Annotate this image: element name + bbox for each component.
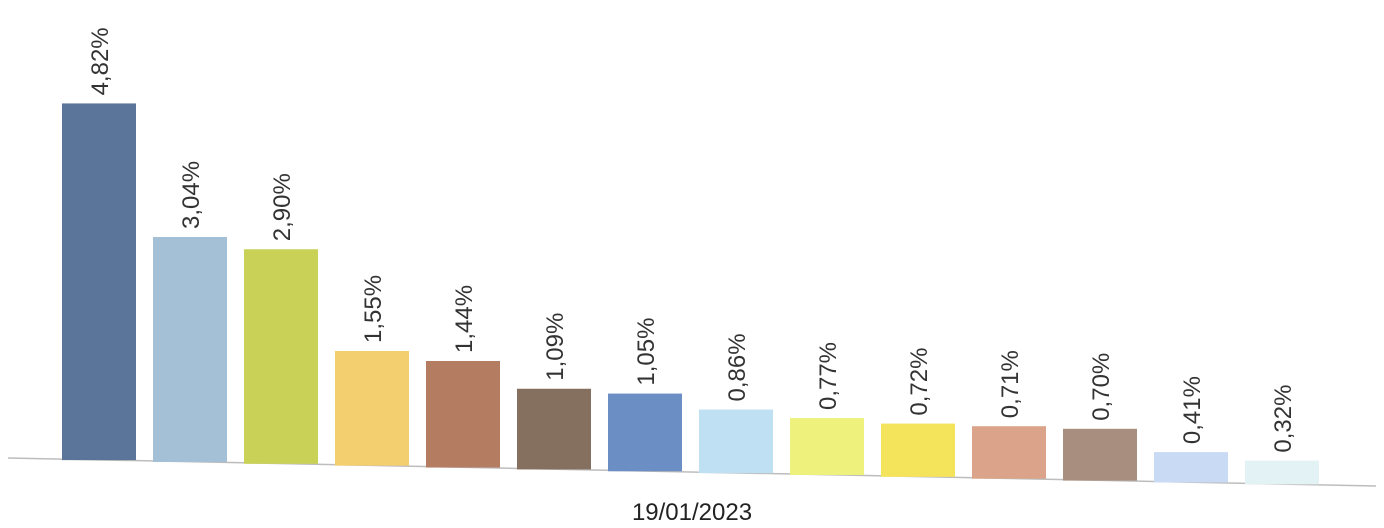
bar-value-label-12: 0,70% [1088, 353, 1115, 421]
bar-value-label-11: 0,71% [997, 350, 1024, 418]
bar-value-label-7: 1,05% [633, 318, 660, 386]
bar-value-label-2: 3,04% [178, 161, 205, 229]
bar-value-label-14: 0,32% [1270, 385, 1297, 453]
bar-9 [790, 418, 864, 476]
bar-1 [62, 103, 136, 461]
value-labels: 4,82% 3,04% 2,90% 1,55% 1,44% 1,09% 1,05% 0,86%… [87, 27, 1297, 452]
bar-value-label-8: 0,86% [724, 333, 751, 401]
x-axis-baseline [7, 457, 1377, 487]
bar-2 [153, 237, 227, 462]
bar-value-label-13: 0,41% [1179, 376, 1206, 444]
bar-value-label-4: 1,55% [360, 275, 387, 343]
bar-13 [1154, 452, 1228, 483]
bar-3 [244, 249, 318, 464]
bar-11 [972, 426, 1046, 479]
bar-12 [1063, 428, 1137, 481]
bar-5 [426, 360, 500, 468]
bar-value-label-3: 2,90% [269, 173, 296, 241]
bar-8 [699, 409, 773, 474]
bar-14 [1245, 460, 1319, 485]
bars [62, 103, 1319, 485]
bar-value-label-6: 1,09% [542, 313, 569, 381]
category-label: 19/01/2023 [632, 499, 752, 526]
bar-value-label-1: 4,82% [87, 27, 114, 95]
bar-value-label-5: 1,44% [451, 285, 478, 353]
bar-6 [517, 388, 591, 470]
bar-10 [881, 423, 955, 477]
bar-7 [608, 393, 682, 472]
bar-value-label-10: 0,72% [906, 348, 933, 416]
bar-4 [335, 350, 409, 466]
bar-value-label-9: 0,77% [815, 342, 842, 410]
